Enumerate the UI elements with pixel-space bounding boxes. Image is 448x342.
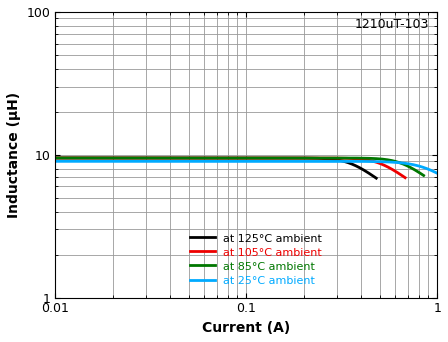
- Line: at 25°C ambient: at 25°C ambient: [55, 161, 437, 173]
- at 105°C ambient: [261, 156, 266, 160]
- Line: at 105°C ambient: at 105°C ambient: [55, 158, 405, 178]
- at 85°C ambient: [230, 156, 235, 160]
- at 25°C ambient: [236, 159, 241, 163]
- at 125°C ambient: [226, 156, 232, 160]
- at 25°C ambient: [280, 159, 285, 163]
- at 25°C ambient: [435, 171, 440, 175]
- at 85°C ambient: [272, 156, 277, 160]
- Legend: at 125°C ambient, at 105°C ambient, at 85°C ambient, at 25°C ambient: at 125°C ambient, at 105°C ambient, at 8…: [187, 229, 326, 289]
- Text: 1210uT-103: 1210uT-103: [355, 18, 430, 31]
- at 125°C ambient: [207, 156, 212, 160]
- at 25°C ambient: [366, 159, 371, 163]
- at 25°C ambient: [425, 167, 431, 171]
- at 125°C ambient: [52, 156, 58, 160]
- at 85°C ambient: [412, 168, 418, 172]
- at 25°C ambient: [52, 159, 58, 163]
- Line: at 85°C ambient: at 85°C ambient: [55, 158, 424, 175]
- at 85°C ambient: [354, 156, 360, 160]
- at 125°C ambient: [316, 156, 321, 160]
- Line: at 125°C ambient: at 125°C ambient: [55, 158, 376, 178]
- at 105°C ambient: [52, 156, 58, 160]
- at 105°C ambient: [339, 156, 345, 160]
- at 85°C ambient: [421, 173, 426, 177]
- at 105°C ambient: [394, 170, 400, 174]
- at 105°C ambient: [242, 156, 247, 160]
- at 85°C ambient: [252, 156, 257, 160]
- at 25°C ambient: [259, 159, 265, 163]
- at 105°C ambient: [219, 156, 224, 160]
- at 125°C ambient: [374, 176, 379, 180]
- at 85°C ambient: [52, 156, 58, 160]
- at 105°C ambient: [402, 176, 408, 180]
- at 125°C ambient: [205, 156, 211, 160]
- X-axis label: Current (A): Current (A): [202, 321, 290, 335]
- at 25°C ambient: [234, 159, 239, 163]
- at 105°C ambient: [221, 156, 226, 160]
- at 125°C ambient: [244, 156, 249, 160]
- at 85°C ambient: [228, 156, 233, 160]
- Y-axis label: Inductance (μH): Inductance (μH): [7, 92, 21, 218]
- at 125°C ambient: [366, 171, 371, 175]
